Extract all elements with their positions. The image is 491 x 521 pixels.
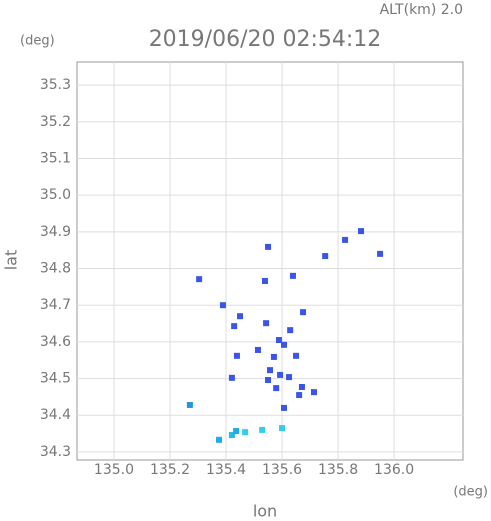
echo-point (358, 228, 365, 235)
echo-point (242, 429, 249, 436)
echo-point (270, 353, 277, 360)
echo-point (277, 371, 284, 378)
echo-point (231, 323, 238, 330)
echo-point (254, 346, 261, 353)
y-tick-label: 34.9 (40, 224, 71, 240)
echo-point (263, 320, 270, 327)
x-tick-label: 135.6 (262, 462, 302, 478)
echo-point (281, 404, 288, 411)
x-tick-label: 135.8 (318, 462, 358, 478)
plot-area (76, 61, 464, 461)
echo-point (267, 367, 273, 374)
echo-point (228, 432, 235, 439)
echo-point (322, 253, 329, 260)
chart-title: 2019/06/20 02:54:12 (149, 27, 382, 52)
echo-point (273, 385, 280, 392)
echo-point (259, 426, 266, 433)
echo-point (261, 277, 268, 284)
y-tick-label: 35.1 (40, 150, 71, 166)
y-tick-label: 35.3 (40, 77, 71, 93)
echo-point (342, 236, 349, 243)
echo-point (233, 352, 240, 359)
echo-point (286, 374, 293, 381)
echo-point (275, 337, 282, 344)
echo-point (377, 250, 384, 257)
y-tick-label: 34.5 (40, 371, 71, 387)
x-tick-label: 135.4 (206, 462, 246, 478)
echo-point (265, 377, 272, 384)
echo-point (237, 313, 244, 320)
echo-point (293, 352, 300, 359)
y-tick-label: 35.0 (40, 187, 71, 203)
echo-point (265, 243, 272, 250)
y-axis-label: lat (2, 250, 21, 271)
echo-point (287, 327, 294, 334)
x-tick-label: 135.0 (94, 462, 134, 478)
echo-point (233, 428, 240, 435)
x-unit: (deg) (453, 485, 488, 500)
echo-point (296, 392, 303, 399)
y-tick-label: 35.2 (40, 114, 71, 130)
echo-point (186, 401, 193, 408)
echo-point (300, 309, 307, 316)
echo-point (279, 425, 286, 432)
echo-point (228, 374, 235, 381)
y-tick-label: 34.8 (40, 261, 71, 277)
echo-point (310, 389, 317, 396)
x-tick-label: 135.2 (150, 462, 190, 478)
x-tick-label: 136.0 (374, 462, 414, 478)
y-tick-label: 34.6 (40, 334, 71, 350)
y-tick-label: 34.4 (40, 407, 71, 423)
echo-point (289, 272, 296, 279)
subtitle: ALT(km) 2.0 (380, 2, 463, 18)
echo-point (196, 276, 203, 283)
echo-point (298, 384, 305, 391)
y-unit: (deg) (20, 34, 55, 49)
x-axis-label: lon (253, 502, 277, 521)
echo-point (219, 302, 226, 309)
echo-point (216, 436, 223, 443)
y-tick-label: 34.7 (40, 297, 71, 313)
y-tick-label: 34.3 (40, 444, 71, 460)
echo-point (281, 341, 288, 348)
